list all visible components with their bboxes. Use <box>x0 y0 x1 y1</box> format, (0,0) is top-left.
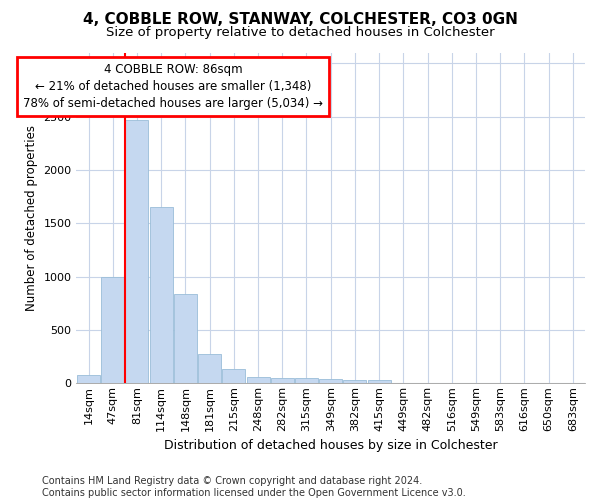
Bar <box>101 276 124 384</box>
Bar <box>223 370 245 384</box>
Bar <box>343 380 367 384</box>
Bar <box>77 376 100 384</box>
Bar <box>198 354 221 384</box>
Text: Size of property relative to detached houses in Colchester: Size of property relative to detached ho… <box>106 26 494 39</box>
Bar <box>319 379 342 384</box>
Text: Contains HM Land Registry data © Crown copyright and database right 2024.
Contai: Contains HM Land Registry data © Crown c… <box>42 476 466 498</box>
Text: 4 COBBLE ROW: 86sqm
← 21% of detached houses are smaller (1,348)
78% of semi-det: 4 COBBLE ROW: 86sqm ← 21% of detached ho… <box>23 63 323 110</box>
Bar <box>368 380 391 384</box>
Bar <box>174 294 197 384</box>
Bar <box>271 378 294 384</box>
Text: 4, COBBLE ROW, STANWAY, COLCHESTER, CO3 0GN: 4, COBBLE ROW, STANWAY, COLCHESTER, CO3 … <box>83 12 517 28</box>
X-axis label: Distribution of detached houses by size in Colchester: Distribution of detached houses by size … <box>164 440 497 452</box>
Bar <box>295 378 318 384</box>
Y-axis label: Number of detached properties: Number of detached properties <box>25 125 38 311</box>
Bar <box>247 378 269 384</box>
Bar <box>149 207 173 384</box>
Bar <box>125 120 148 384</box>
